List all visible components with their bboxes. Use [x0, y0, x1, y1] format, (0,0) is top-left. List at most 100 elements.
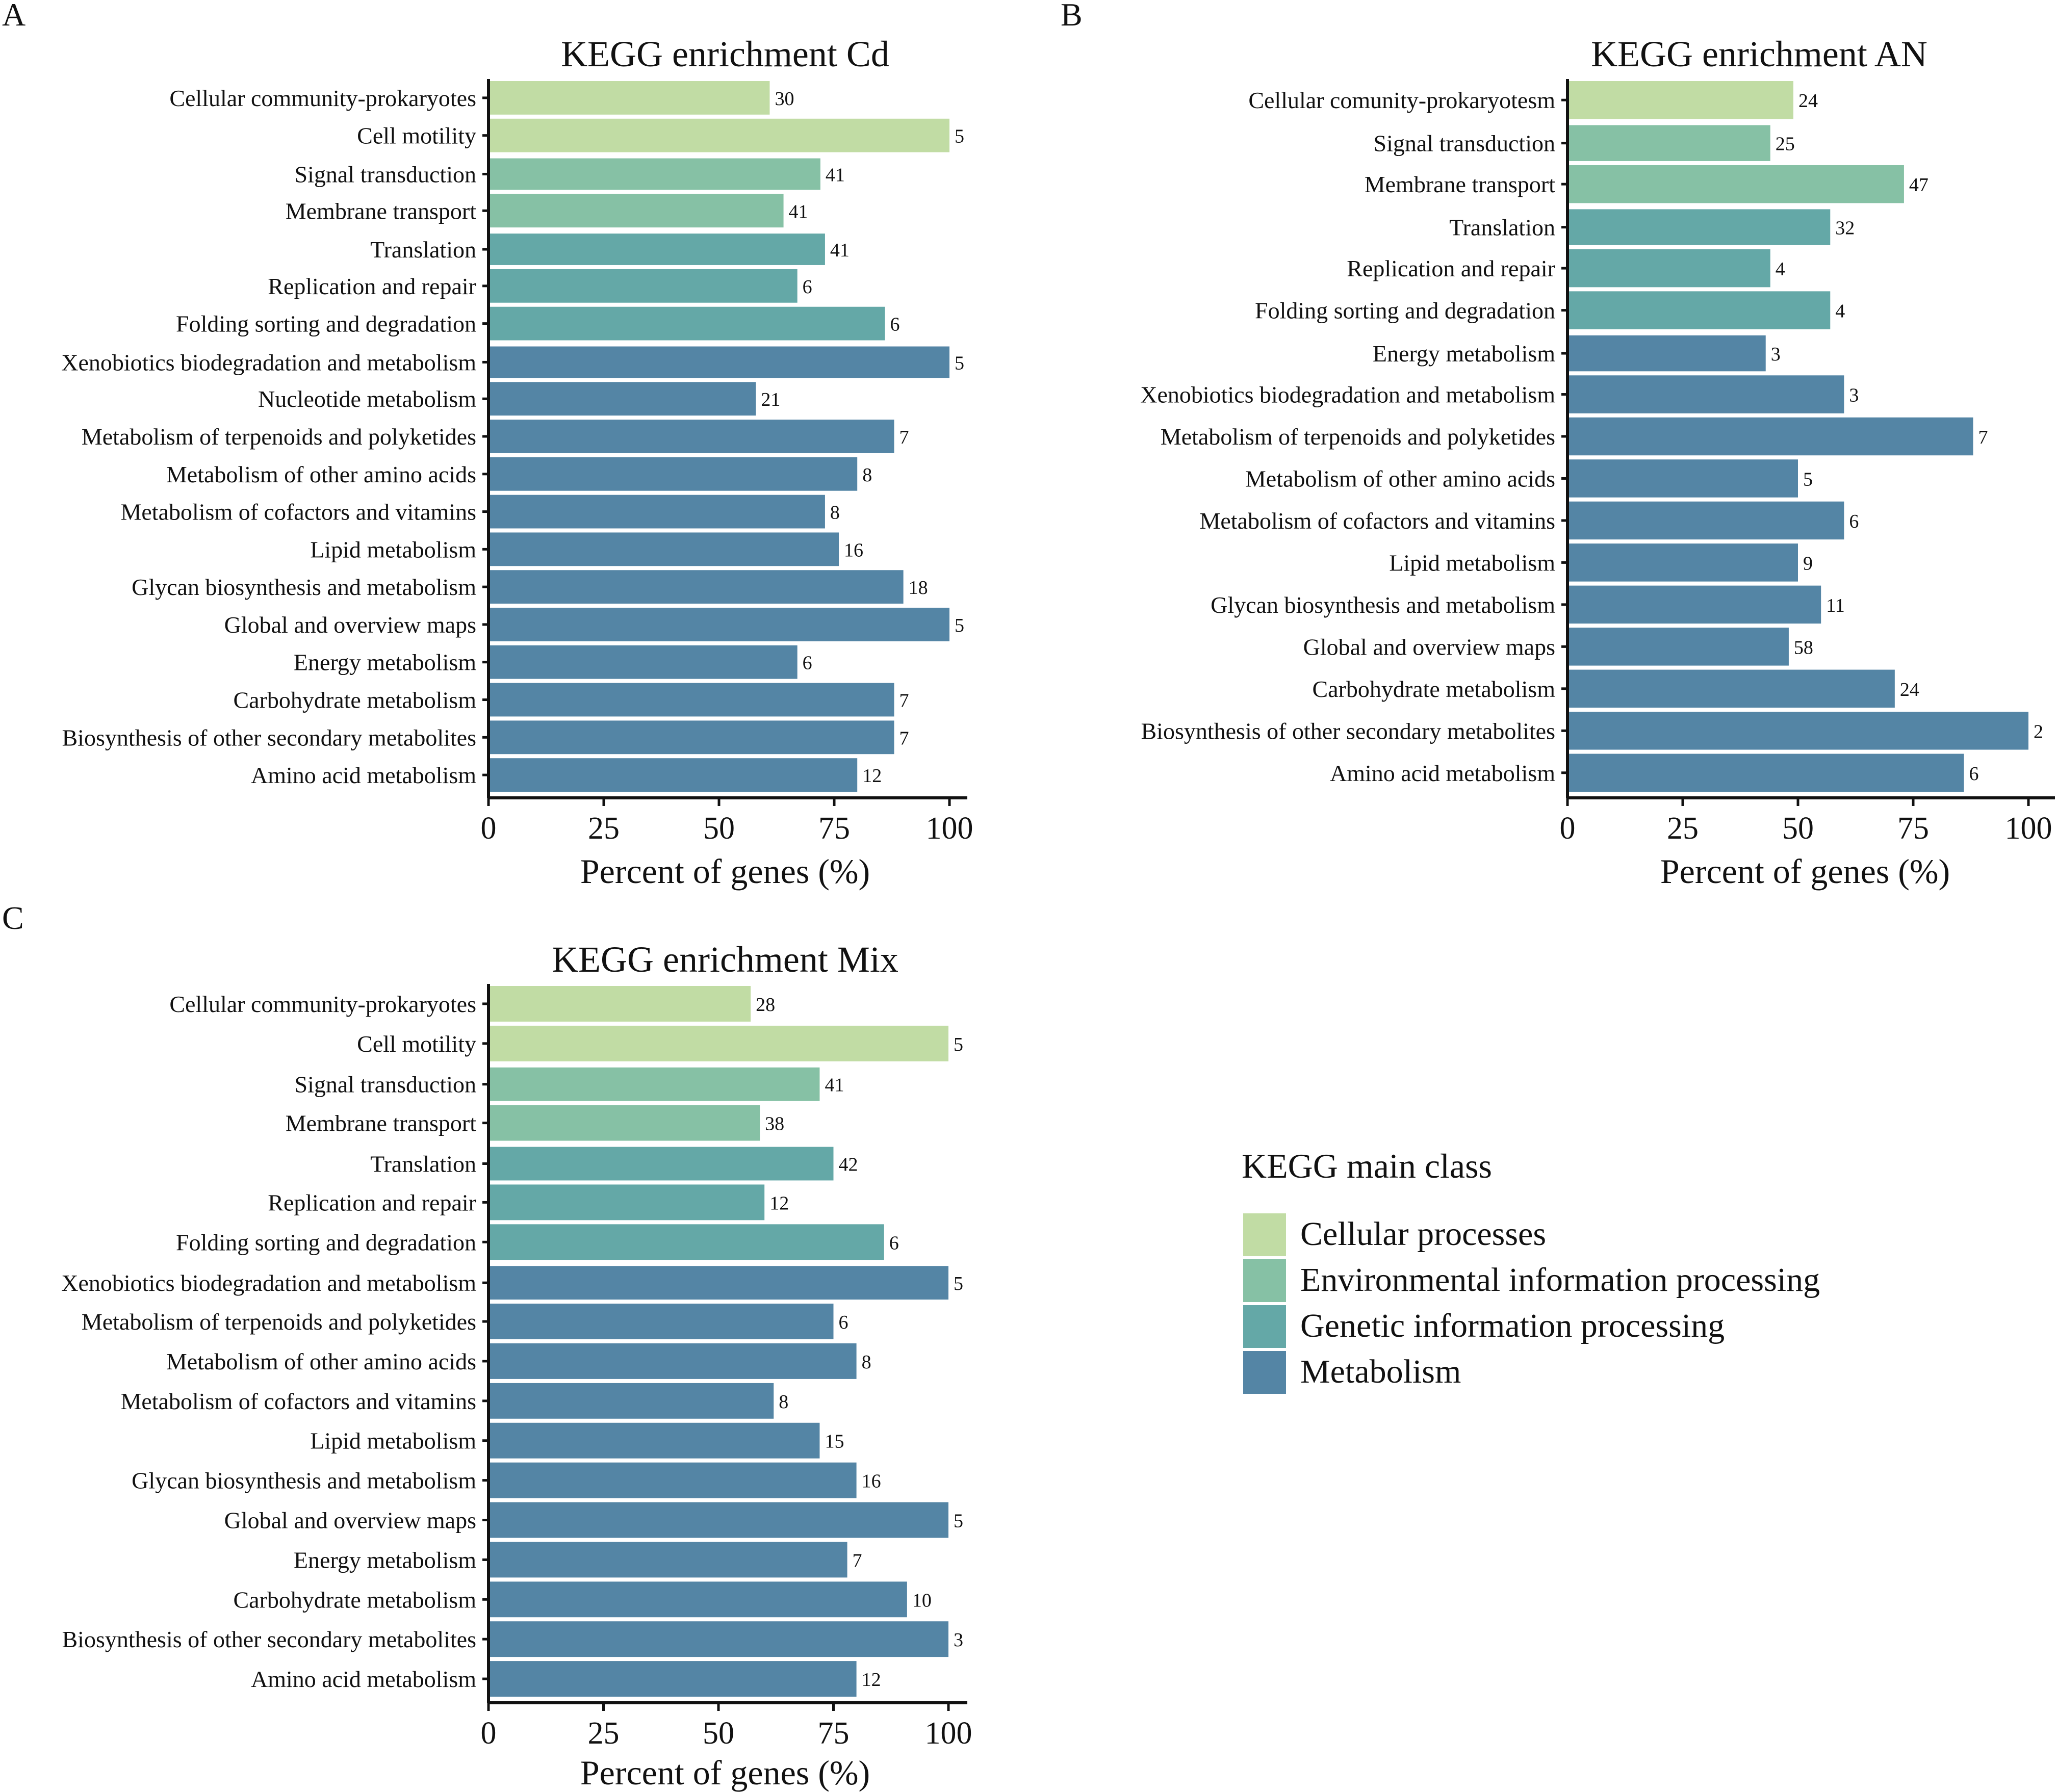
- data-label: 30: [775, 88, 794, 110]
- bar: [488, 1422, 820, 1459]
- bar: [488, 758, 858, 792]
- category-label: Cell motility: [357, 1031, 476, 1057]
- bar: [488, 683, 894, 717]
- data-label: 41: [825, 1075, 844, 1096]
- category-label: Lipid metabolism: [310, 1428, 476, 1454]
- bar: [488, 233, 825, 265]
- data-label: 8: [862, 1352, 871, 1373]
- x-tick-label: 75: [1897, 811, 1929, 846]
- bar: [488, 1304, 834, 1339]
- category-label: Metabolism of cofactors and vitamins: [120, 1388, 476, 1414]
- data-label: 21: [761, 389, 780, 410]
- category-label: Cellular comunity-prokaryotesm: [1248, 87, 1555, 113]
- bar: [488, 645, 798, 679]
- data-label: 7: [899, 690, 909, 712]
- data-label: 9: [1803, 553, 1813, 574]
- bar: [488, 986, 751, 1022]
- x-tick-label: 25: [1667, 811, 1699, 846]
- data-label: 6: [1849, 511, 1859, 532]
- data-label: 5: [954, 1511, 963, 1532]
- bar: [488, 269, 798, 303]
- data-label: 18: [909, 577, 928, 599]
- category-label: Lipid metabolism: [310, 536, 476, 562]
- category-label: Folding sorting and degradation: [1255, 298, 1555, 324]
- data-label: 41: [826, 164, 845, 186]
- category-label: Replication and repair: [268, 1189, 476, 1215]
- bar: [488, 1621, 948, 1657]
- category-label: Amino acid metabolism: [251, 762, 476, 788]
- bar: [1567, 81, 1793, 119]
- category-label: Glycan biosynthesis and metabolism: [132, 574, 476, 600]
- bar: [488, 1502, 948, 1538]
- x-tick-label: 25: [588, 1716, 620, 1751]
- legend: KEGG main class Cellular processes Enviro…: [1242, 1147, 1820, 1394]
- category-label: Translation: [370, 237, 476, 263]
- bar: [488, 495, 825, 529]
- category-label: Lipid metabolism: [1389, 550, 1555, 576]
- category-label: Carbohydrate metabolism: [234, 1587, 477, 1613]
- category-label: Metabolism of cofactors and vitamins: [1199, 508, 1555, 534]
- bar: [488, 570, 904, 604]
- bar: [1567, 628, 1789, 666]
- bar: [488, 1147, 834, 1181]
- bar: [1567, 249, 1770, 288]
- x-tick-label: 100: [926, 811, 973, 846]
- x-tick-label: 50: [1782, 811, 1814, 846]
- data-label: 12: [862, 1669, 881, 1691]
- chart-title: KEGG enrichment AN: [1591, 34, 1927, 74]
- legend-items: Cellular processes Environmental informat…: [1243, 1213, 1820, 1394]
- category-label: Amino acid metabolism: [1330, 760, 1555, 786]
- data-label: 25: [1776, 134, 1795, 155]
- bar: [488, 1224, 884, 1260]
- data-label: 8: [862, 464, 872, 486]
- data-label: 5: [954, 1273, 963, 1294]
- category-label: Metabolism of terpenoids and polyketides: [82, 424, 476, 450]
- panel-b: B KEGG enrichment AN Cellular comunity-p…: [1061, 0, 2055, 891]
- data-label: 8: [830, 502, 840, 524]
- data-label: 6: [889, 1232, 899, 1254]
- panel-letter: B: [1061, 0, 1083, 33]
- category-label: Membrane transport: [1365, 171, 1555, 197]
- x-tick-label: 100: [2005, 811, 2052, 846]
- data-label: 3: [954, 1629, 963, 1651]
- category-label: Xenobiotics biodegradation and metabolis…: [1140, 382, 1555, 408]
- data-label: 16: [862, 1471, 881, 1492]
- data-label: 4: [1835, 301, 1845, 322]
- bar: [1567, 417, 1973, 456]
- category-label: Signal transduction: [295, 161, 476, 187]
- bar: [488, 382, 756, 416]
- x-tick-label: 25: [588, 811, 620, 846]
- bar: [1567, 335, 1766, 372]
- data-label: 6: [1969, 763, 1978, 785]
- category-label: Cell motility: [357, 123, 476, 149]
- bar: [488, 81, 770, 115]
- data-label: 32: [1835, 218, 1855, 239]
- data-label: 11: [1826, 595, 1845, 616]
- category-label: Membrane transport: [286, 198, 476, 224]
- panel-c: C KEGG enrichment Mix Cellular community…: [2, 900, 972, 1792]
- bar: [488, 457, 858, 491]
- category-label: Xenobiotics biodegradation and metabolis…: [61, 1270, 476, 1296]
- legend-swatch: [1243, 1351, 1286, 1394]
- data-label: 5: [955, 352, 964, 374]
- category-label: Folding sorting and degradation: [176, 311, 476, 337]
- chart-title: KEGG enrichment Mix: [552, 939, 898, 980]
- bar: [488, 1184, 765, 1220]
- category-label: Metabolism of other amino acids: [166, 461, 476, 487]
- x-axis-title: Percent of genes (%): [580, 1753, 870, 1792]
- bar: [1567, 209, 1831, 245]
- data-label: 16: [844, 539, 863, 561]
- bar: [488, 1581, 907, 1618]
- bar: [1567, 669, 1895, 708]
- legend-swatch: [1243, 1213, 1286, 1256]
- data-label: 7: [853, 1550, 862, 1571]
- x-axis-title: Percent of genes (%): [580, 852, 870, 891]
- panel-letter: C: [2, 900, 24, 936]
- category-label: Energy metabolism: [294, 650, 476, 676]
- bar: [1567, 375, 1844, 413]
- data-label: 41: [789, 201, 808, 222]
- x-tick-label: 50: [703, 811, 735, 846]
- bar: [488, 420, 894, 453]
- category-label: Cellular community-prokaryotes: [169, 991, 476, 1017]
